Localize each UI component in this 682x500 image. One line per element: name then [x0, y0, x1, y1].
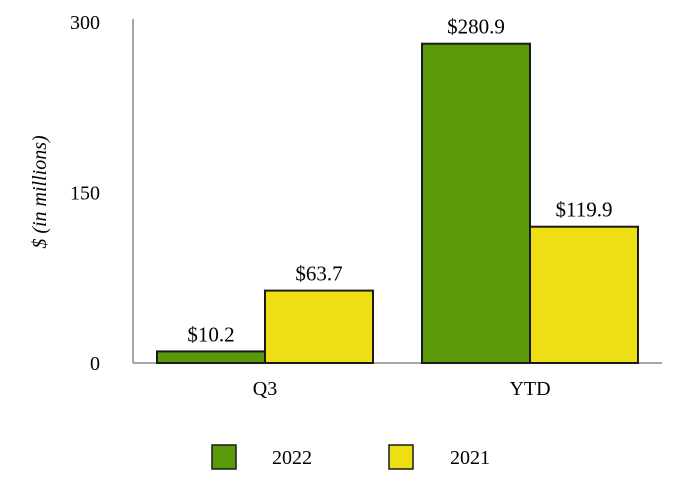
legend-label-2021: 2021: [450, 447, 490, 469]
bar-2021-ytd: [529, 225, 639, 364]
data-label: $10.2: [187, 322, 234, 346]
bar-2022-q3: [156, 350, 266, 365]
y-tick-label: 300: [70, 12, 100, 34]
data-label: $280.9: [447, 15, 505, 39]
plot-area: 0 150 300 $10.2 $63.7 Q3 $280.9 $119.9 YTD: [70, 12, 662, 400]
legend-swatch-2021: [388, 444, 414, 470]
data-label: $63.7: [295, 262, 342, 286]
bar-2022-ytd: [421, 42, 531, 365]
data-label: $119.9: [556, 198, 613, 222]
legend: 2022 2021: [211, 444, 490, 470]
legend-label-2022: 2022: [272, 447, 312, 469]
legend-swatch-2022: [211, 444, 237, 470]
x-tick-label: YTD: [509, 378, 550, 400]
y-tick-label: 0: [90, 353, 100, 375]
y-tick-label: 150: [70, 183, 100, 205]
bar-2021-q3: [264, 289, 374, 364]
x-tick-label: Q3: [253, 378, 277, 400]
y-axis-label: $ (in millions): [29, 135, 51, 249]
